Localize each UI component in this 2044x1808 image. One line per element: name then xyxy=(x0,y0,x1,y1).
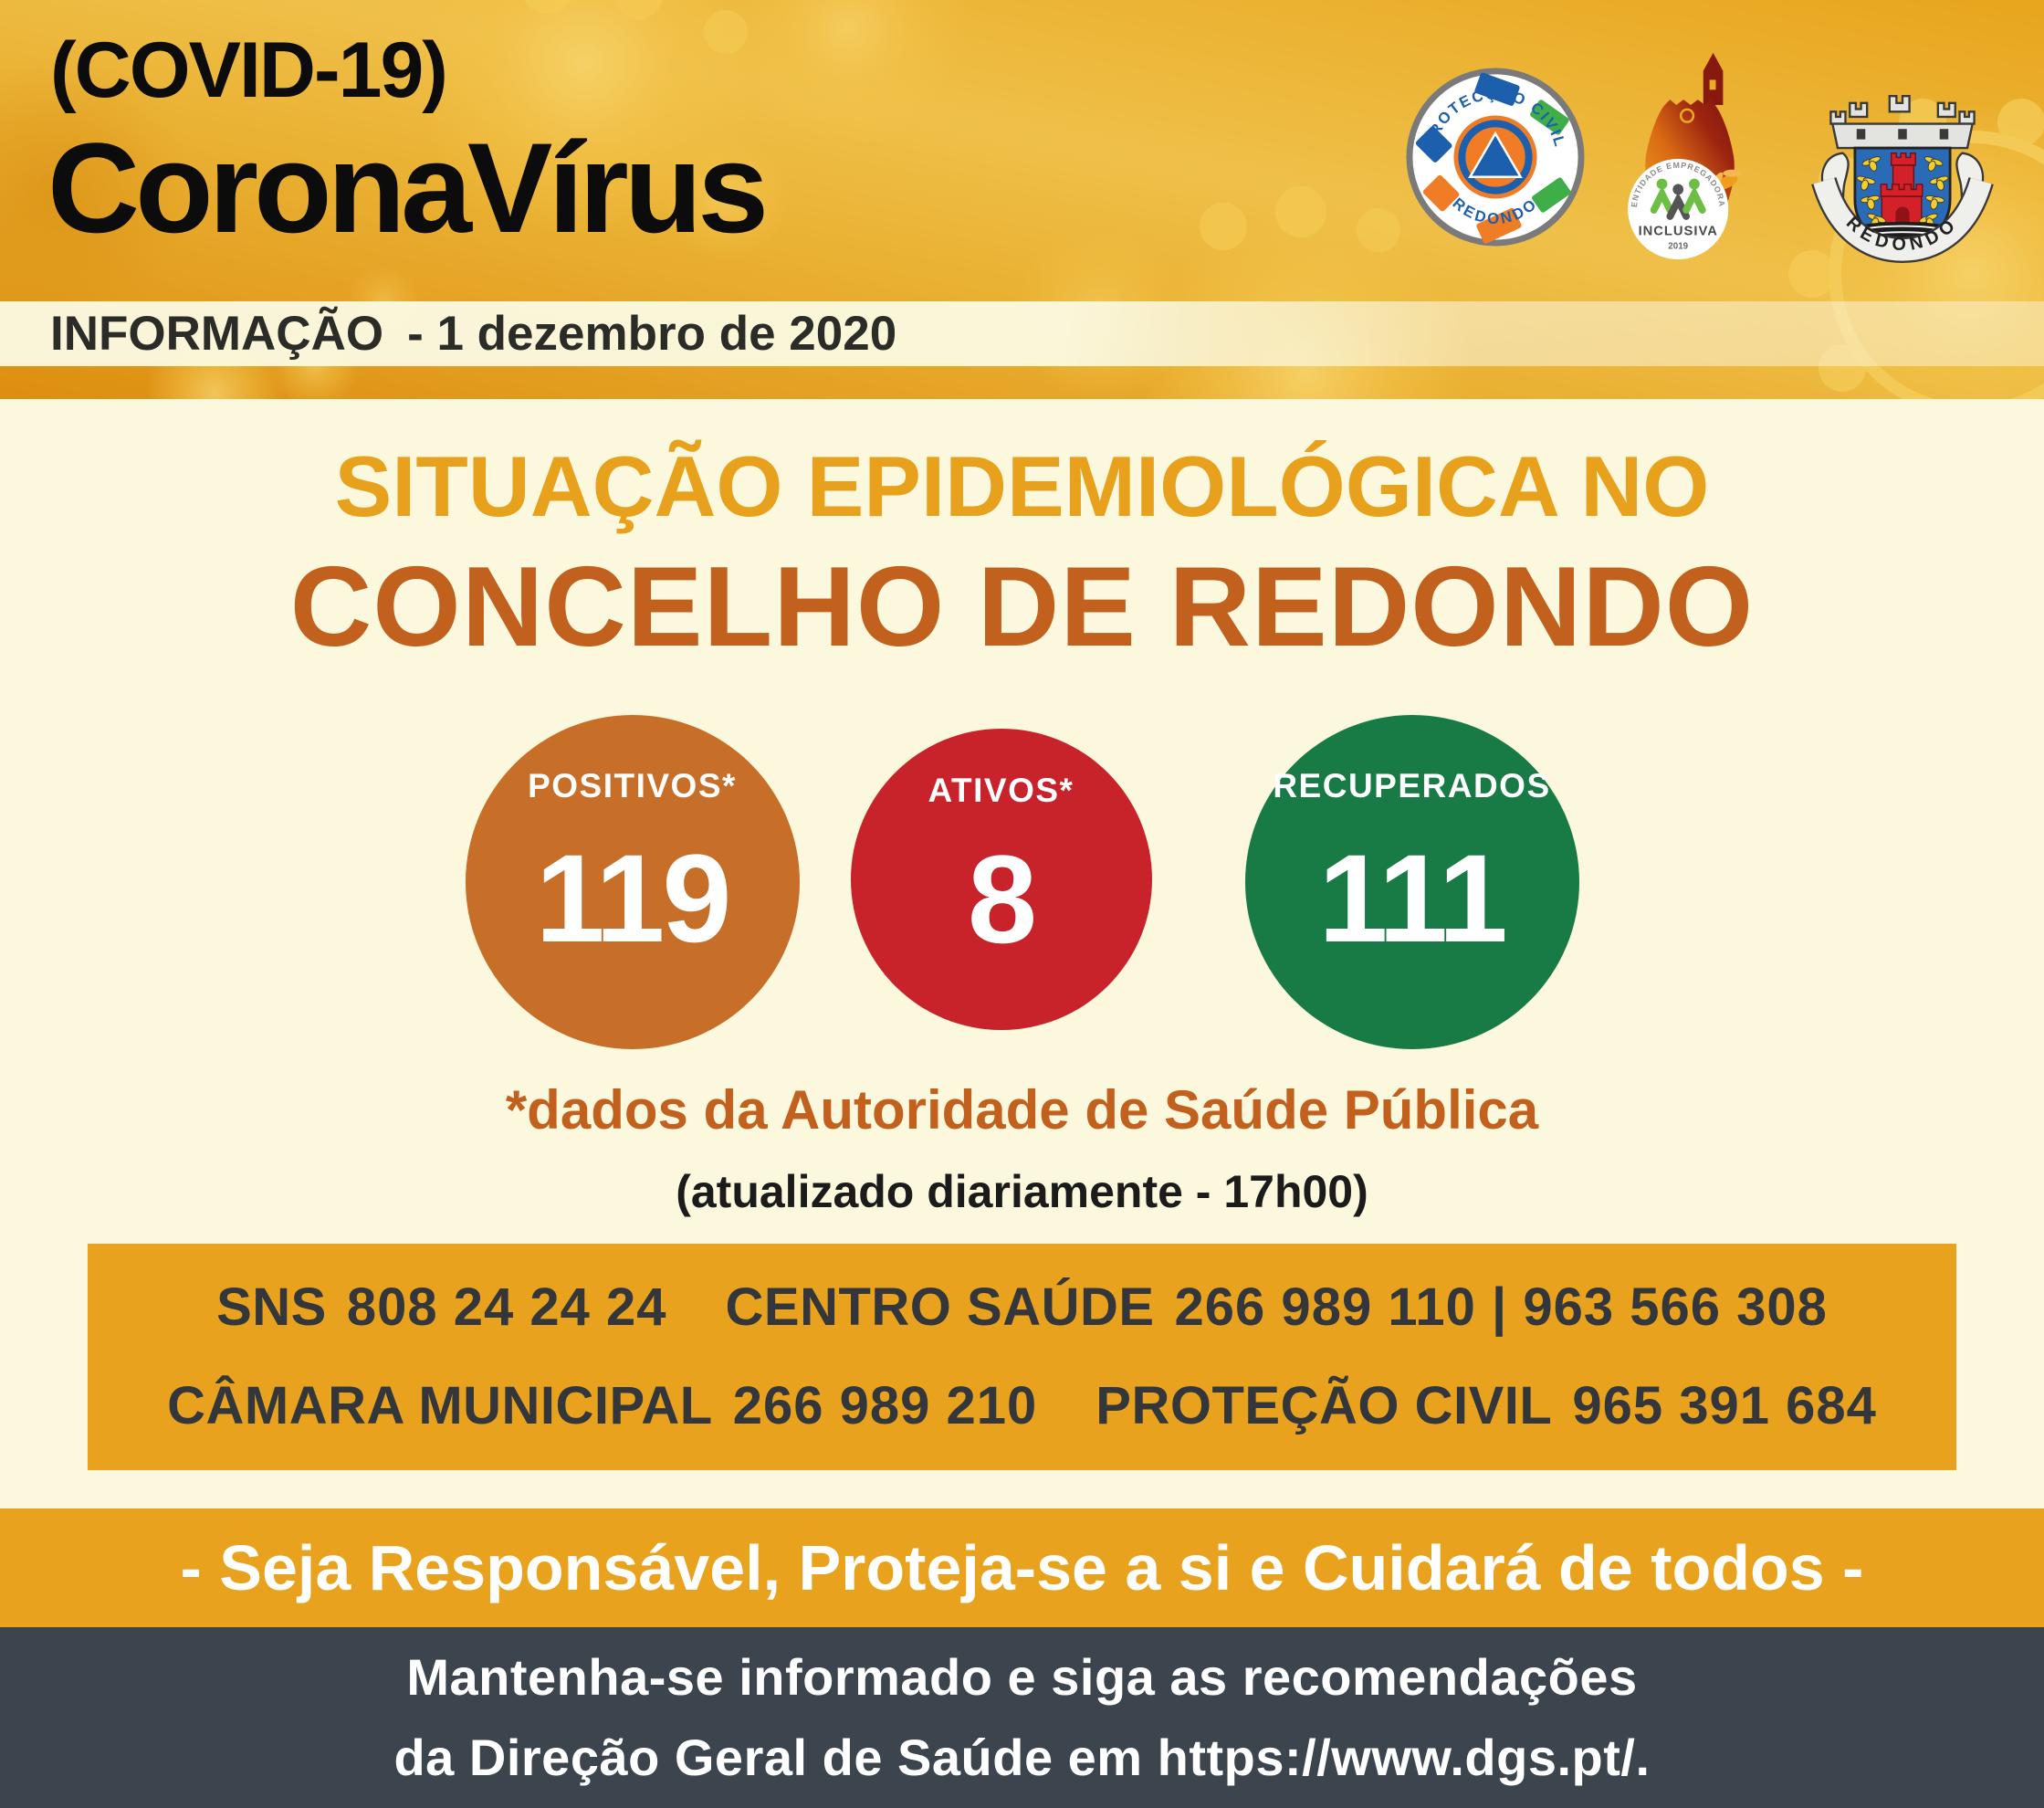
contact-label-sns: SNS xyxy=(216,1277,327,1337)
stat-label: POSITIVOS* xyxy=(528,767,737,804)
stat-label: RECUPERADOS xyxy=(1273,767,1551,804)
responsibility-banner: - Seja Responsável, Proteja-se a si e Cu… xyxy=(0,1508,2044,1627)
redondo-crest-logo: REDONDO xyxy=(1811,95,1994,263)
mural-crown-icon xyxy=(1829,95,1976,150)
data-source-note: *dados da Autoridade de Saúde Pública xyxy=(505,1079,1539,1141)
hero-header: (COVID-19) CoronaVírus xyxy=(0,0,2044,399)
footer-line-2: da Direção Geral de Saúde em https://www… xyxy=(393,1729,1651,1786)
coronavirus-title: CoronaVírus xyxy=(47,116,769,259)
bee-charges xyxy=(1856,156,1949,229)
logo-row: PROTECÇÃO CIVIL REDONDO xyxy=(1405,47,2011,267)
stats-row: POSITIVOS* 119 ATIVOS* 8 RECUPERADOS 111 xyxy=(0,715,2044,1049)
info-label: INFORMAÇÃO xyxy=(50,307,384,361)
people-icon xyxy=(1650,178,1706,220)
contact-number-camara: 266 989 210 xyxy=(732,1376,1038,1435)
contact-number-centro-saude: 266 989 110 | 963 566 308 xyxy=(1174,1277,1828,1337)
contact-row-1: SNS 808 24 24 24 CENTRO SAÚDE 266 989 11… xyxy=(216,1281,1828,1334)
update-schedule-note: (atualizado diariamente - 17h00) xyxy=(676,1166,1368,1217)
concelho-title: CONCELHO DE REDONDO xyxy=(289,544,1755,670)
info-bar: INFORMAÇÃO - 1 dezembro de 2020 xyxy=(0,301,2044,366)
inclusiva-label: INCLUSIVA xyxy=(1639,225,1718,239)
footer: Mantenha-se informado e siga as recomend… xyxy=(0,1627,2044,1808)
inclusiva-badge: ENTIDADE EMPREGADORA INCLUSIVA 2019 xyxy=(1628,158,1729,260)
civil-protection-triangle-icon xyxy=(1468,131,1523,179)
contact-label-camara: CÂMARA MUNICIPAL xyxy=(167,1376,713,1435)
footer-line-1: Mantenha-se informado e siga as recomend… xyxy=(406,1648,1638,1706)
covid-label: (COVID-19) xyxy=(50,26,448,114)
epidemiological-title: SITUAÇÃO EPIDEMIOLÓGICA NO xyxy=(334,438,1710,534)
contact-label-centro-saude: CENTRO SAÚDE xyxy=(725,1277,1155,1337)
stat-label: ATIVOS* xyxy=(928,772,1074,809)
info-date: - 1 dezembro de 2020 xyxy=(407,307,897,361)
contact-label-protecao-civil: PROTEÇÃO CIVIL xyxy=(1095,1376,1553,1435)
castle-tower-icon xyxy=(1880,152,1923,226)
stat-value: 119 xyxy=(535,828,731,969)
pinwheel-segments xyxy=(1415,72,1571,244)
contact-number-protecao-civil: 965 391 684 xyxy=(1572,1376,1877,1435)
stat-circle-recuperados: RECUPERADOS 111 xyxy=(1244,715,1579,1049)
contact-box: SNS 808 24 24 24 CENTRO SAÚDE 266 989 11… xyxy=(88,1244,1956,1470)
protecao-civil-logo: PROTECÇÃO CIVIL REDONDO xyxy=(1406,68,1585,247)
contact-number-sns: 808 24 24 24 xyxy=(346,1277,667,1337)
stat-circle-ativos: ATIVOS* 8 xyxy=(850,729,1152,1030)
stat-circle-positivos: POSITIVOS* 119 xyxy=(465,715,800,1049)
banner-text: - Seja Responsável, Proteja-se a si e Cu… xyxy=(180,1532,1864,1603)
contact-row-2: CÂMARA MUNICIPAL 266 989 210 PROTEÇÃO CI… xyxy=(167,1380,1877,1433)
stat-value: 111 xyxy=(1318,828,1507,969)
inclusiva-year: 2019 xyxy=(1668,241,1688,251)
inclusiva-award-logo: ENTIDADE EMPREGADORA INCLUSIVA 2019 xyxy=(1628,52,1742,260)
stat-value: 8 xyxy=(967,829,1037,970)
